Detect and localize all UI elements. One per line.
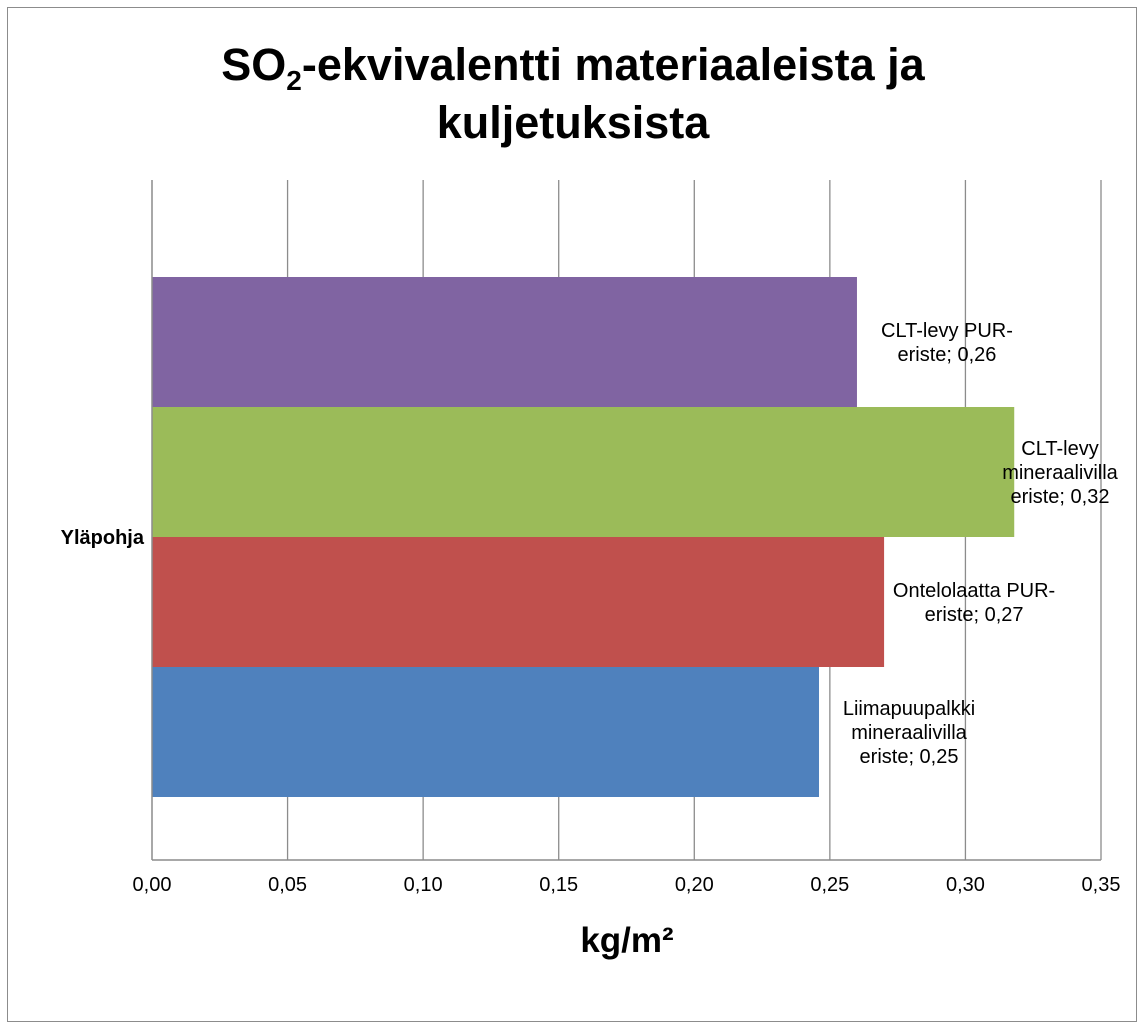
title-rest: -ekvivalentti materiaaleista ja [301,39,925,90]
bar [152,277,857,407]
x-tick-label: 0,20 [675,874,714,896]
data-label-line: CLT-levy PUR- [881,320,1013,342]
data-label-line: CLT-levy [1021,438,1098,460]
data-label: Liimapuupalkki mineraalivilla eriste; 0,25 [843,698,975,768]
chart-title: SO2-ekvivalentti materiaaleista ja kulje… [0,36,1146,152]
title-line2: kuljetuksista [436,97,710,148]
data-label-line: eriste; 0,27 [925,604,1024,626]
bars [152,277,1015,797]
title-subscript: 2 [286,65,302,96]
x-tick-label: 0,05 [268,874,307,896]
data-label-line: mineraalivilla [1002,462,1118,484]
title-prefix: SO [221,39,287,90]
data-label-line: eriste; 0,25 [860,746,959,768]
category-label: Yläpohja [61,527,145,549]
data-label-line: Liimapuupalkki [843,698,975,720]
x-tick-label: 0,10 [404,874,443,896]
data-label: CLT-levy mineraalivilla eriste; 0,32 [1002,438,1118,508]
x-axis-title: kg/m² [580,921,673,960]
x-tick-label: 0,30 [946,874,985,896]
x-tick-label: 0,15 [539,874,578,896]
data-label: Ontelolaatta PUR-eriste; 0,27 [893,580,1055,626]
data-label-line: mineraalivilla [851,722,967,744]
x-tick-label: 0,00 [133,874,172,896]
data-label: CLT-levy PUR-eriste; 0,26 [881,320,1013,366]
data-label-line: Ontelolaatta PUR- [893,580,1055,602]
bar [152,667,820,797]
x-tick-label: 0,25 [810,874,849,896]
bar [152,537,885,667]
data-label-line: eriste; 0,26 [897,344,996,366]
bar [152,407,1015,537]
data-labels: Liimapuupalkki mineraalivilla eriste; 0,25… [843,320,1119,768]
x-tick-label: 0,35 [1082,874,1121,896]
data-label-line: eriste; 0,32 [1011,486,1110,508]
axes: 0,00 0,05 0,10 0,15 0,20 0,25 0,30 0,35 Yläpohja [61,180,1121,896]
